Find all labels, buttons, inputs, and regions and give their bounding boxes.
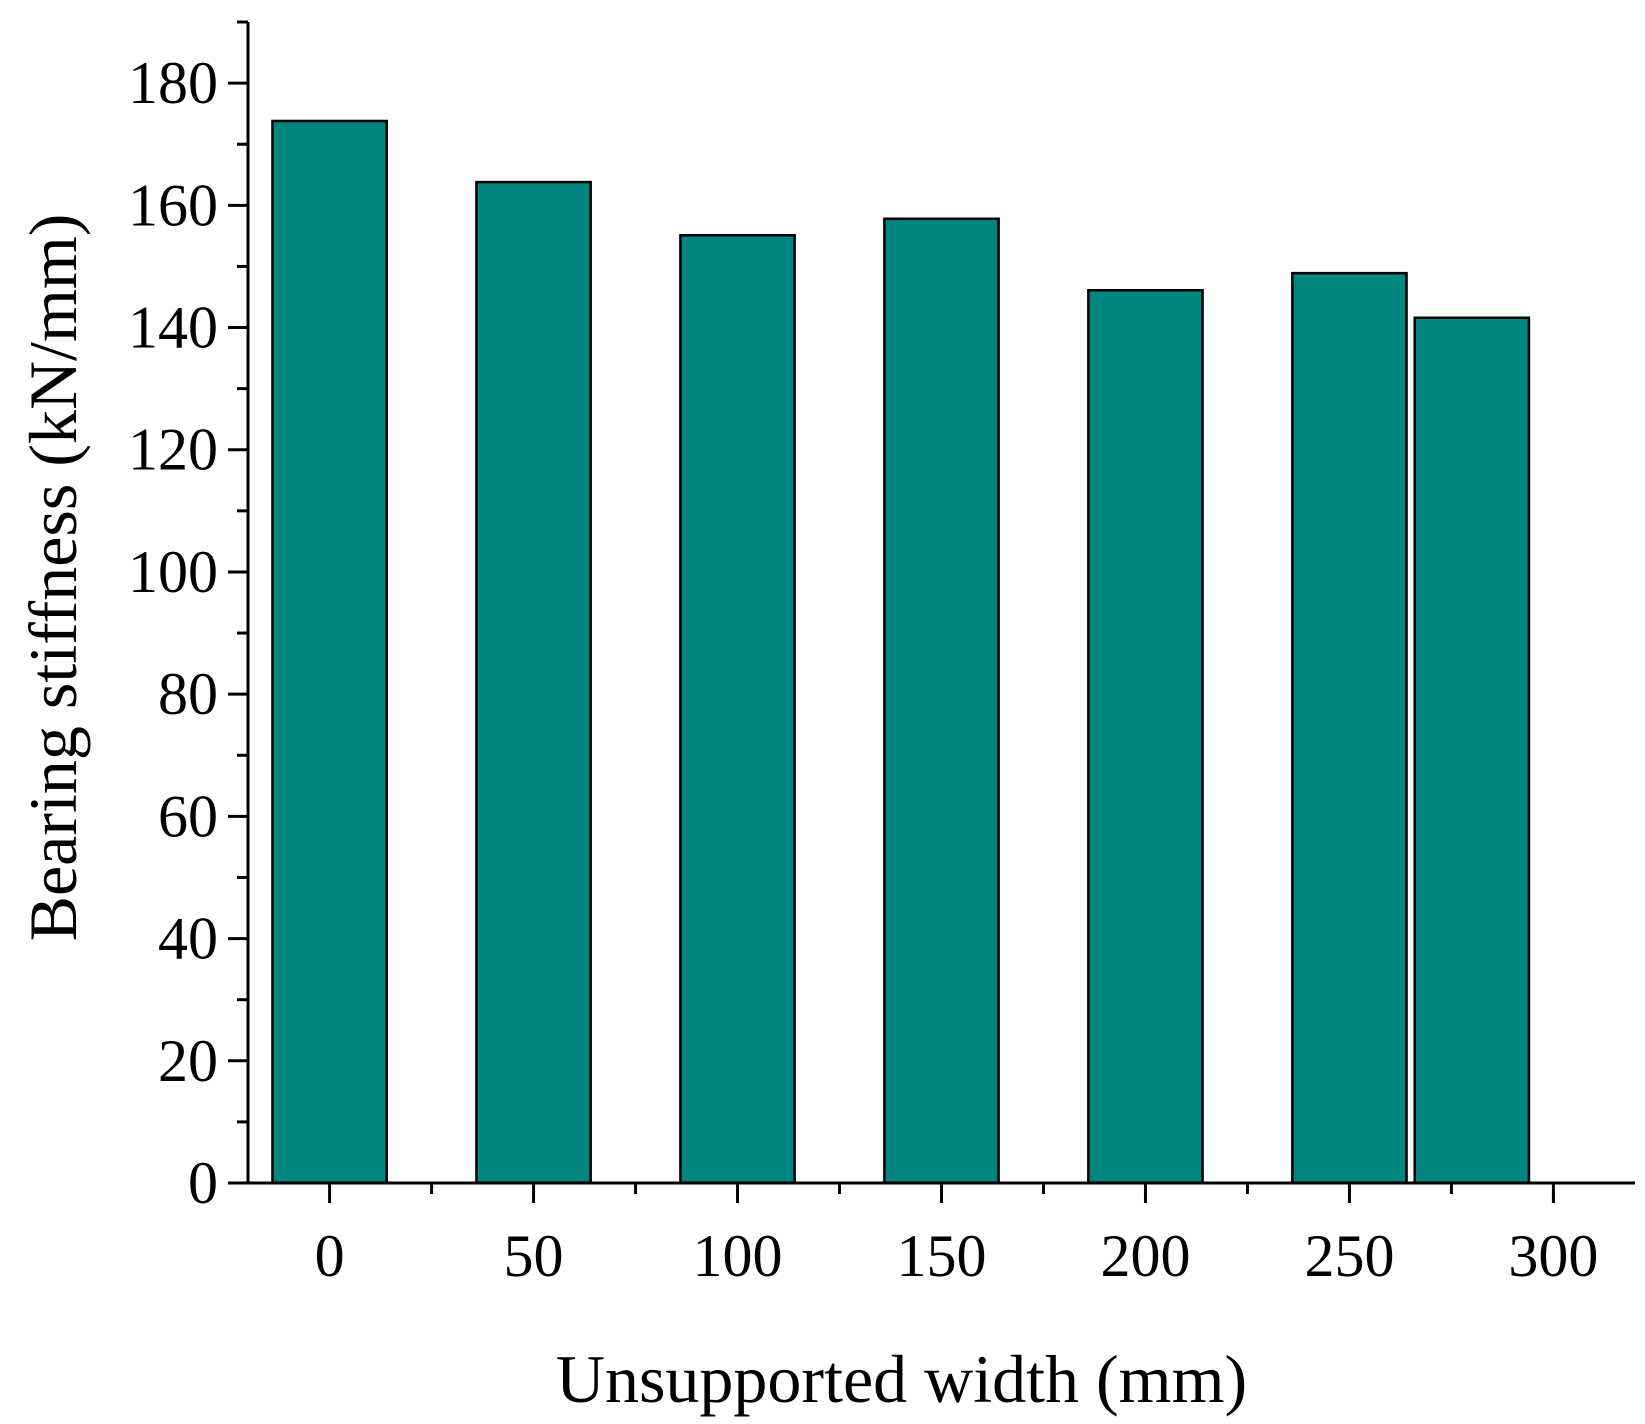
y-tick-label: 0	[188, 1150, 218, 1216]
bar-3	[883, 217, 1000, 1185]
y-tick-label: 100	[128, 539, 218, 605]
y-axis-title: Bearing stiffness (kN/mm)	[15, 214, 91, 942]
y-tick-label: 160	[128, 172, 218, 238]
y-tick-label: 80	[158, 661, 218, 727]
bar-4	[1087, 289, 1204, 1185]
bar-0	[271, 119, 388, 1185]
x-tick-label: 0	[315, 1223, 345, 1289]
x-tick-label: 100	[693, 1223, 783, 1289]
x-tick-label: 50	[504, 1223, 564, 1289]
y-tick-label: 180	[128, 50, 218, 116]
bar-1	[475, 180, 592, 1185]
y-tick-label: 20	[158, 1028, 218, 1094]
x-tick-label: 150	[897, 1223, 987, 1289]
bar-2	[679, 234, 796, 1185]
y-tick-label: 40	[158, 906, 218, 972]
y-tick-label: 140	[128, 295, 218, 361]
x-tick-label: 200	[1100, 1223, 1190, 1289]
y-tick-label: 120	[128, 417, 218, 483]
y-ticks-group: 0 20 40 60 80 100 120 140 160 180	[128, 20, 248, 1216]
x-tick-label: 300	[1508, 1223, 1598, 1289]
y-tick-label: 60	[158, 783, 218, 849]
bar-6	[1413, 316, 1531, 1185]
x-ticks-group: 0 50 100 150 200 250 300	[315, 1183, 1598, 1289]
bars-group	[271, 119, 1531, 1185]
x-axis-title: Unsupported width (mm)	[556, 1341, 1247, 1417]
bar-5	[1291, 271, 1408, 1185]
x-tick-label: 250	[1304, 1223, 1394, 1289]
